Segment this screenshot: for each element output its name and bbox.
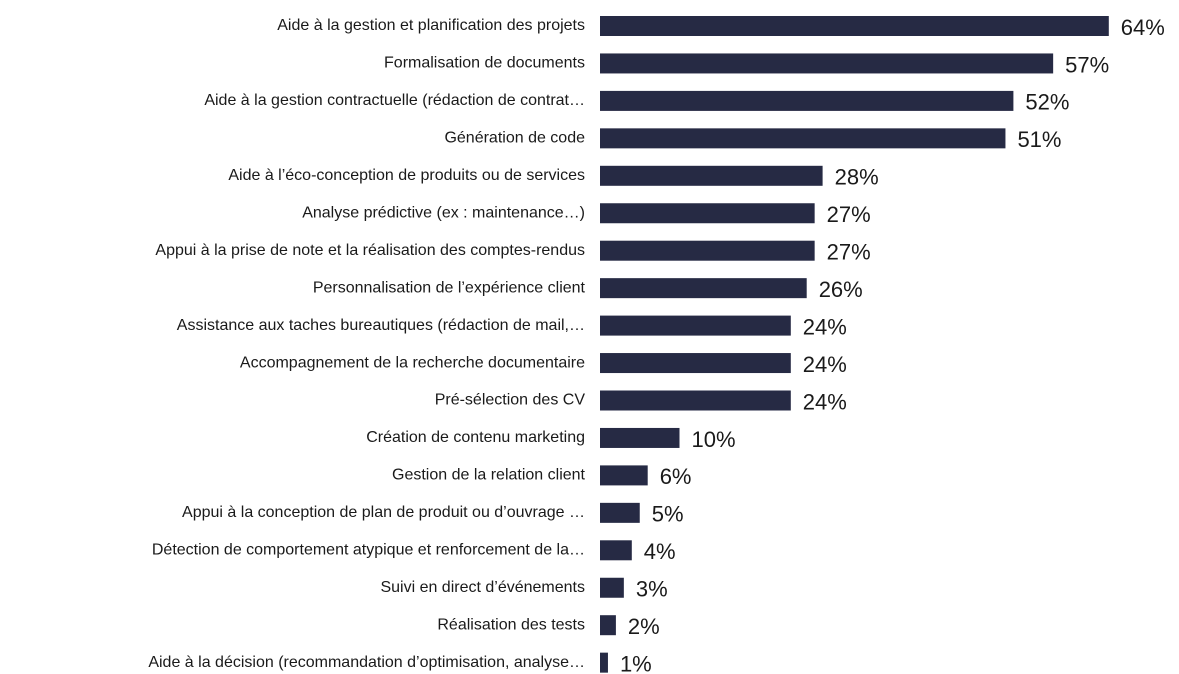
category-label: Aide à la gestion et planification des p… <box>277 17 585 34</box>
bar <box>600 53 1054 74</box>
bar <box>600 615 616 636</box>
value-label: 51% <box>1017 127 1061 152</box>
category-label: Aide à la décision (recommandation d’opt… <box>148 654 585 671</box>
bar <box>600 577 624 598</box>
bar <box>600 427 680 448</box>
category-label: Pré-sélection des CV <box>435 392 586 409</box>
value-label: 52% <box>1025 90 1069 115</box>
category-label: Suivi en direct d’événements <box>380 579 585 596</box>
category-label: Création de contenu marketing <box>366 429 585 446</box>
value-label: 5% <box>652 502 684 527</box>
category-label: Personnalisation de l’expérience client <box>313 279 586 296</box>
bar <box>600 16 1109 36</box>
bar <box>600 278 807 299</box>
category-label: Appui à la conception de plan de produit… <box>182 504 585 521</box>
category-label: Accompagnement de la recherche documenta… <box>240 354 585 371</box>
category-label: Analyse prédictive (ex : maintenance…) <box>302 204 585 221</box>
value-label: 24% <box>803 314 847 339</box>
bar <box>600 540 632 561</box>
value-label: 26% <box>819 277 863 302</box>
value-label: 1% <box>620 651 652 674</box>
value-label: 64% <box>1121 15 1165 40</box>
value-label: 2% <box>628 614 660 639</box>
bar <box>600 353 791 374</box>
value-label: 10% <box>692 427 736 452</box>
category-label: Formalisation de documents <box>384 55 585 72</box>
category-label: Aide à l’éco-conception de produits ou d… <box>228 167 585 184</box>
bar <box>600 203 815 224</box>
category-label: Détection de comportement atypique et re… <box>152 542 585 559</box>
value-label: 3% <box>636 577 668 602</box>
bar <box>600 90 1014 111</box>
category-label: Appui à la prise de note et la réalisati… <box>155 242 585 259</box>
bar <box>600 652 608 673</box>
value-label: 57% <box>1065 52 1109 77</box>
bar <box>600 315 791 336</box>
value-label: 6% <box>660 464 692 489</box>
bar <box>600 390 791 411</box>
value-label: 27% <box>827 240 871 265</box>
bar <box>600 128 1006 149</box>
value-label: 27% <box>827 202 871 227</box>
bar <box>600 465 648 486</box>
category-label: Réalisation des tests <box>437 616 585 633</box>
value-label: 28% <box>835 165 879 190</box>
bar <box>600 165 823 186</box>
value-label: 4% <box>644 539 676 564</box>
category-label: Génération de code <box>444 130 585 147</box>
value-label: 24% <box>803 352 847 377</box>
bar <box>600 502 640 523</box>
category-label: Assistance aux taches bureautiques (réda… <box>177 317 585 334</box>
category-label: Gestion de la relation client <box>392 467 586 484</box>
bar <box>600 240 815 261</box>
category-label: Aide à la gestion contractuelle (rédacti… <box>204 92 585 109</box>
value-label: 24% <box>803 389 847 414</box>
